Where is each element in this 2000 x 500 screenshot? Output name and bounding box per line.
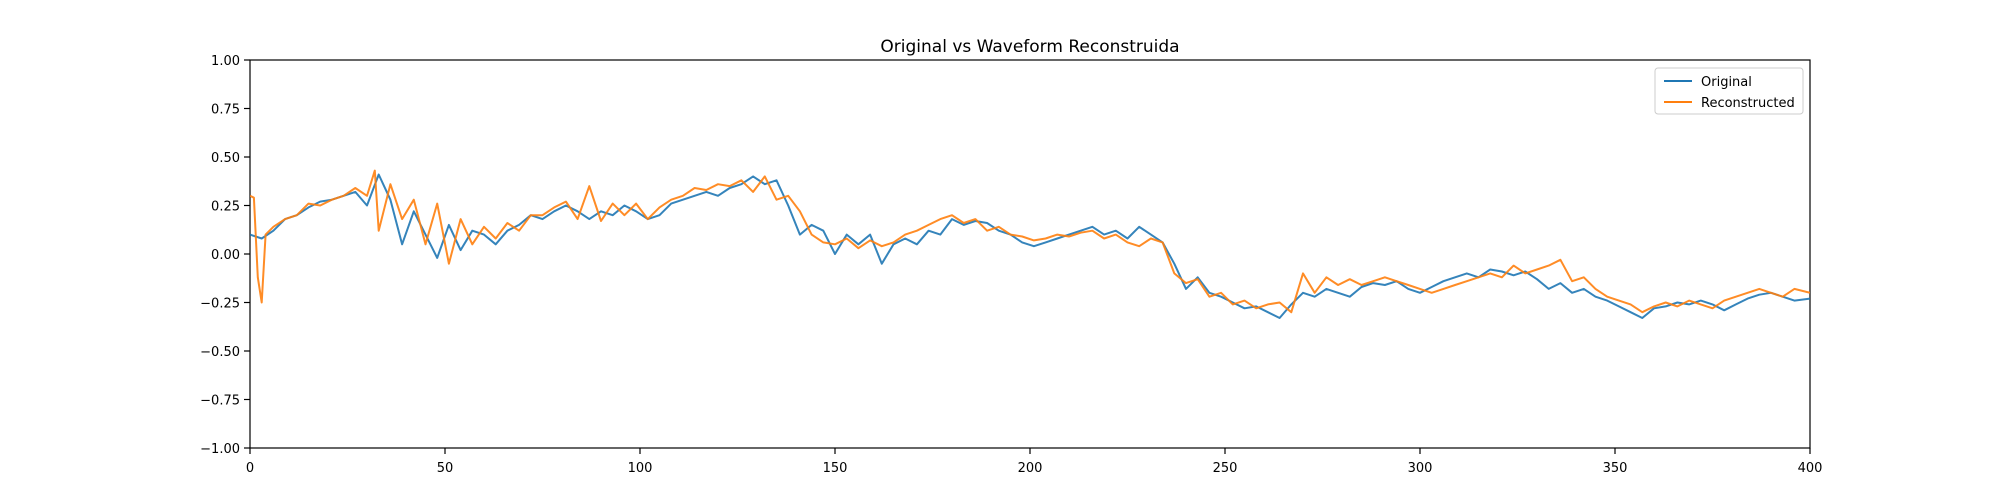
- series-layer: [250, 169, 1810, 319]
- y-tick-label: 0.50: [211, 151, 240, 166]
- legend-label-reconstructed: Reconstructed: [1701, 96, 1795, 111]
- plot-frame: [249, 59, 1811, 449]
- y-tick-label: −0.25: [200, 297, 240, 312]
- y-tick-label: 1.00: [211, 54, 240, 69]
- y-tick-label: 0.25: [211, 200, 240, 215]
- y-tick-label: −0.50: [200, 345, 240, 360]
- series-line-original: [250, 173, 1810, 319]
- legend: Original Reconstructed: [1654, 67, 1804, 115]
- x-tick-label: 400: [1798, 461, 1823, 476]
- legend-label-original: Original: [1701, 75, 1752, 90]
- x-tick-label: 100: [628, 461, 653, 476]
- x-tick-label: 200: [1018, 461, 1043, 476]
- y-tick-label: 0.00: [211, 248, 240, 263]
- x-tick-label: 350: [1603, 461, 1628, 476]
- y-tick-label: −1.00: [200, 442, 240, 457]
- axes: 0 50 100 150 200 250 300 350 400 −1.00 −0.75 −0.50 −…: [200, 54, 1822, 476]
- x-tick-label: 50: [437, 461, 454, 476]
- y-tick-label: −0.75: [200, 394, 240, 409]
- chart-title: Original vs Waveform Reconstruida: [880, 37, 1179, 57]
- x-tick-label: 250: [1213, 461, 1238, 476]
- series-line-reconstructed: [250, 169, 1810, 314]
- x-tick-label: 300: [1408, 461, 1433, 476]
- x-tick-label: 0: [246, 461, 254, 476]
- y-tick-label: 0.75: [211, 103, 240, 118]
- x-tick-label: 150: [823, 461, 848, 476]
